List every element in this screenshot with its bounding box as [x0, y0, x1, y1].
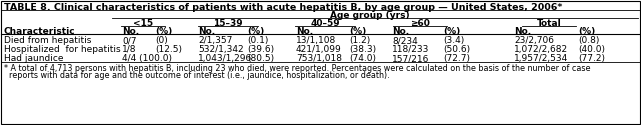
Text: (%): (%) — [349, 27, 366, 36]
Text: 1,957/2,534: 1,957/2,534 — [514, 54, 569, 63]
Text: (12.5): (12.5) — [155, 45, 182, 54]
Text: No.: No. — [514, 27, 531, 36]
Text: reports with data for age and the outcome of interest (i.e., jaundice, hospitali: reports with data for age and the outcom… — [4, 71, 390, 80]
Text: 23/2,706: 23/2,706 — [514, 36, 554, 45]
Text: No.: No. — [392, 27, 409, 36]
Text: Had jaundice: Had jaundice — [4, 54, 63, 63]
Text: 1,072/2,682: 1,072/2,682 — [514, 45, 568, 54]
Text: * A total of 4,713 persons with hepatitis B, including 23 who died, were reporte: * A total of 4,713 persons with hepatiti… — [4, 64, 590, 73]
Text: Died from hepatitis: Died from hepatitis — [4, 36, 92, 45]
Text: 13/1,108: 13/1,108 — [296, 36, 337, 45]
Text: 753/1,018: 753/1,018 — [296, 54, 342, 63]
Text: (74.0): (74.0) — [349, 54, 376, 63]
Text: (%): (%) — [155, 27, 172, 36]
Text: (72.7): (72.7) — [443, 54, 470, 63]
Text: <15: <15 — [133, 19, 153, 28]
Text: 421/1,099: 421/1,099 — [296, 45, 342, 54]
Text: Total: Total — [537, 19, 562, 28]
Text: (0): (0) — [155, 36, 168, 45]
Text: (80.5): (80.5) — [247, 54, 274, 63]
Text: ≥60: ≥60 — [410, 19, 430, 28]
Text: (3.4): (3.4) — [443, 36, 464, 45]
Text: Age group (yrs): Age group (yrs) — [330, 11, 410, 20]
Text: 4/4 (100.0): 4/4 (100.0) — [122, 54, 172, 63]
Text: (%): (%) — [247, 27, 264, 36]
Text: 0/7: 0/7 — [122, 36, 137, 45]
Text: (1.2): (1.2) — [349, 36, 370, 45]
Text: No.: No. — [198, 27, 215, 36]
Text: (39.6): (39.6) — [247, 45, 274, 54]
Text: (0.8): (0.8) — [578, 36, 599, 45]
Text: (%): (%) — [578, 27, 595, 36]
Text: Hospitalized  for hepatitis: Hospitalized for hepatitis — [4, 45, 121, 54]
Text: TABLE 8. Clinical characteristics of patients with acute hepatitis B, by age gro: TABLE 8. Clinical characteristics of pat… — [4, 3, 562, 12]
Text: (77.2): (77.2) — [578, 54, 605, 63]
Text: 532/1,342: 532/1,342 — [198, 45, 244, 54]
Text: (0.1): (0.1) — [247, 36, 269, 45]
Text: No.: No. — [122, 27, 139, 36]
Text: No.: No. — [296, 27, 313, 36]
Text: 15–39: 15–39 — [213, 19, 243, 28]
Text: (50.6): (50.6) — [443, 45, 470, 54]
Text: 1,043/1,296: 1,043/1,296 — [198, 54, 253, 63]
Text: (38.3): (38.3) — [349, 45, 376, 54]
Text: 40–59: 40–59 — [310, 19, 340, 28]
Text: 118/233: 118/233 — [392, 45, 429, 54]
Text: 2/1,357: 2/1,357 — [198, 36, 233, 45]
Text: (%): (%) — [443, 27, 460, 36]
Text: (40.0): (40.0) — [578, 45, 605, 54]
Text: 1/8: 1/8 — [122, 45, 137, 54]
Text: Characteristic: Characteristic — [4, 27, 76, 36]
Text: 8/234: 8/234 — [392, 36, 418, 45]
Text: 157/216: 157/216 — [392, 54, 429, 63]
